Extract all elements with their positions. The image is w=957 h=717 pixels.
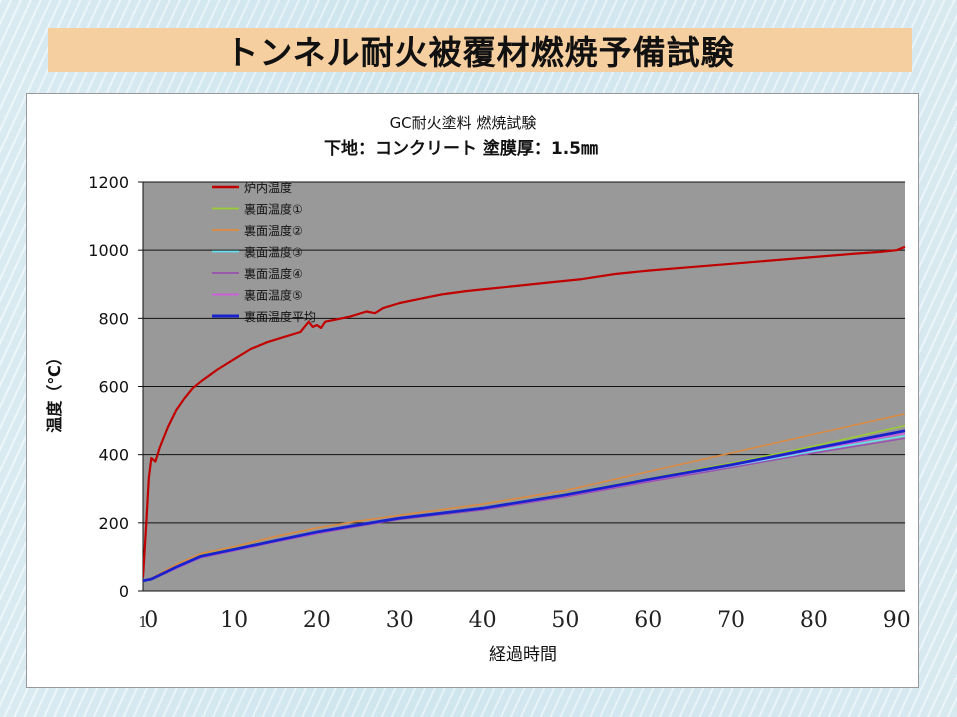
y-tick-label: 800 (98, 309, 129, 328)
x-tick-label-box (870, 603, 918, 635)
x-tick-label: 80 (800, 608, 828, 633)
series-line (143, 245, 906, 578)
y-tick-label: 600 (98, 378, 129, 397)
line-chart: GC耐火塗料 燃焼試験 下地：コンクリート 塗膜厚：1.5㎜ 温度（℃） 経過時… (45, 114, 918, 665)
legend-entry: 裏面温度① (244, 202, 303, 217)
y-axis-label: 温度（℃） (45, 349, 64, 433)
legend-entry: 裏面温度平均 (244, 309, 316, 324)
legend-entry: 裏面温度② (244, 223, 303, 238)
chart-panel: GC耐火塗料 燃焼試験 下地：コンクリート 塗膜厚：1.5㎜ 温度（℃） 経過時… (26, 93, 919, 688)
y-tick-label: 1200 (88, 173, 129, 192)
x-tick-label: 70 (717, 608, 745, 633)
y-tick-label: 200 (98, 514, 129, 533)
y-tick-label: 1000 (88, 241, 129, 260)
x-tick-label: 10 (220, 608, 248, 633)
x-axis-label: 経過時間 (489, 645, 557, 665)
y-tick-label: 0 (119, 582, 129, 601)
legend-entry: 裏面温度③ (244, 245, 303, 260)
chart-title: GC耐火塗料 燃焼試験 (390, 114, 537, 132)
legend-entry: 裏面温度⑤ (244, 288, 303, 303)
page-title: トンネル耐火被覆材燃焼予備試験 (225, 33, 735, 72)
x-tick-label: 60 (634, 608, 662, 633)
chart-subtitle: 下地：コンクリート 塗膜厚：1.5㎜ (324, 138, 598, 159)
x-tick-label: 90 (883, 608, 911, 633)
series-line (143, 413, 906, 582)
x-tick-label: 30 (386, 608, 414, 633)
page-title-banner: トンネル耐火被覆材燃焼予備試験 (48, 28, 912, 72)
y-tick-label: 400 (98, 446, 129, 465)
x-tick-label: 20 (303, 608, 331, 633)
legend-entry: 裏面温度④ (244, 266, 303, 281)
x-tick-label: 0 (144, 608, 158, 633)
legend-entry: 炉内温度 (244, 180, 292, 195)
x-tick-label: 50 (551, 608, 579, 633)
x-stray-label: 1 (138, 613, 148, 631)
x-tick-label: 40 (469, 608, 497, 633)
series-line (143, 429, 906, 583)
